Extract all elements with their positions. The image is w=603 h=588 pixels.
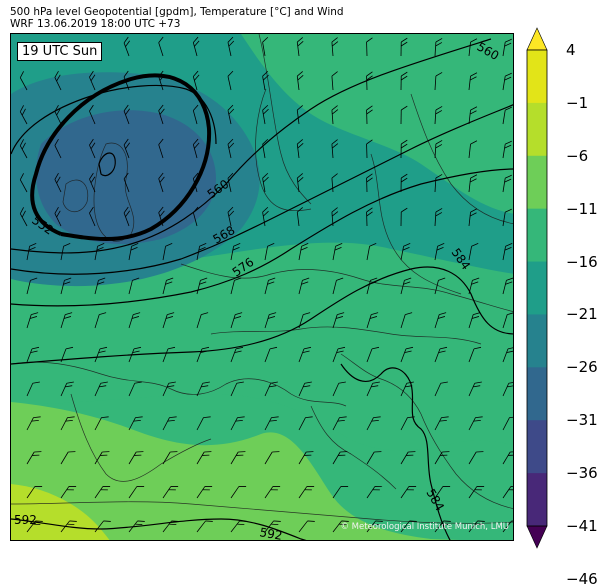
chart-title: 500 hPa level Geopotential [gpdm], Tempe…	[10, 6, 344, 18]
colorbar-tick-label: −36	[566, 465, 598, 481]
colorbar-tick-label: −31	[566, 412, 598, 428]
colorbar-segment	[527, 420, 547, 473]
colorbar-tick-label: −6	[566, 148, 588, 164]
colorbar-segment	[527, 209, 547, 262]
colorbar-segment	[527, 367, 547, 420]
colorbar-tick-label: −46	[566, 571, 598, 587]
model-run-info: WRF 13.06.2019 18:00 UTC +73	[10, 18, 180, 30]
colorbar-segment	[527, 262, 547, 315]
credit-text: © Meteorological Institute Munich, LMU	[340, 522, 509, 532]
colorbar-tick-label: −1	[566, 95, 588, 111]
temperature-map: 552 560 560 568 576 584 584 592 592	[11, 34, 514, 541]
temperature-colorbar	[522, 26, 554, 550]
colorbar-segment	[527, 103, 547, 156]
colorbar-segment	[527, 50, 547, 103]
colorbar-tick-label: −21	[566, 306, 598, 322]
colorbar-extend-min	[527, 526, 547, 548]
colorbar-tick-label: −16	[566, 254, 598, 270]
colorbar-tick-label: −41	[566, 518, 598, 534]
contour-label: 592	[14, 513, 37, 527]
colorbar-segment	[527, 156, 547, 209]
colorbar-segment	[527, 314, 547, 367]
contour-label: 592	[258, 525, 283, 541]
colorbar-segment	[527, 473, 547, 526]
colorbar-tick-label: 4	[566, 42, 576, 58]
map-panel: 552 560 560 568 576 584 584 592 592 19 U…	[10, 33, 514, 541]
colorbar-segments	[527, 28, 547, 548]
forecast-time-label: 19 UTC Sun	[17, 42, 102, 61]
colorbar-extend-max	[527, 28, 547, 50]
colorbar-tick-label: −26	[566, 359, 598, 375]
colorbar-tick-label: −11	[566, 201, 598, 217]
